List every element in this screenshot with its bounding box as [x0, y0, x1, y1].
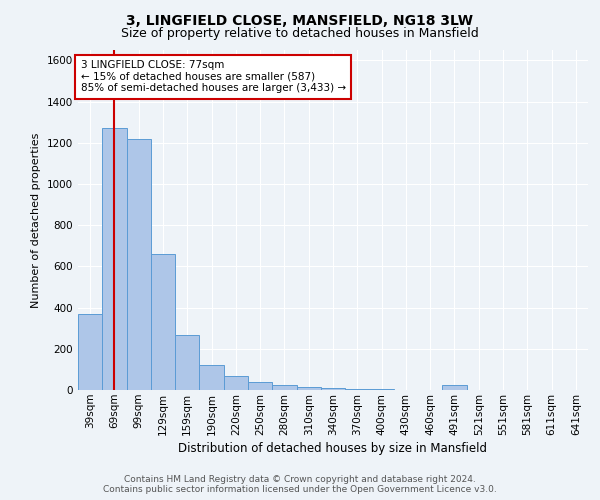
Y-axis label: Number of detached properties: Number of detached properties	[31, 132, 41, 308]
Text: Contains HM Land Registry data © Crown copyright and database right 2024.
Contai: Contains HM Land Registry data © Crown c…	[103, 474, 497, 494]
Bar	[321, 388, 345, 390]
Bar	[151, 254, 175, 390]
Bar	[175, 336, 199, 390]
Bar	[224, 376, 248, 390]
Bar	[296, 387, 321, 390]
Bar	[248, 382, 272, 390]
Text: 3, LINGFIELD CLOSE, MANSFIELD, NG18 3LW: 3, LINGFIELD CLOSE, MANSFIELD, NG18 3LW	[127, 14, 473, 28]
Text: Size of property relative to detached houses in Mansfield: Size of property relative to detached ho…	[121, 28, 479, 40]
Bar	[272, 386, 296, 390]
Bar	[370, 389, 394, 390]
Text: 3 LINGFIELD CLOSE: 77sqm
← 15% of detached houses are smaller (587)
85% of semi-: 3 LINGFIELD CLOSE: 77sqm ← 15% of detach…	[80, 60, 346, 94]
Bar	[102, 128, 127, 390]
Bar	[78, 314, 102, 390]
Bar	[345, 388, 370, 390]
Bar	[199, 366, 224, 390]
Bar	[127, 138, 151, 390]
X-axis label: Distribution of detached houses by size in Mansfield: Distribution of detached houses by size …	[179, 442, 487, 455]
Bar	[442, 386, 467, 390]
